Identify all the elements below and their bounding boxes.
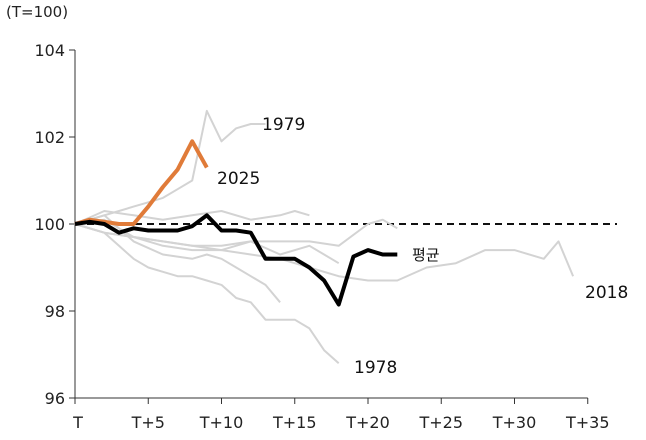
y-tick-label: 96 — [45, 389, 65, 408]
y-tick-label: 100 — [34, 215, 65, 234]
series-label-1979: 1979 — [262, 115, 305, 135]
y-axis-unit-label: (T=100) — [6, 3, 69, 21]
series-label-평균: 평균 — [412, 246, 440, 264]
series-line-1979 — [74, 109, 266, 225]
series-label-2025: 2025 — [217, 169, 260, 189]
series-label-1978: 1978 — [354, 358, 397, 378]
series-lines — [74, 109, 575, 364]
x-tick-label: T+20 — [345, 413, 390, 432]
series-labels: 1979 1978 2018 2025 평균 — [217, 115, 628, 378]
x-tick-label: T+10 — [199, 413, 244, 432]
series-line-past — [74, 210, 310, 225]
series-line-2025 — [74, 139, 209, 226]
x-tick-label: T+5 — [131, 413, 165, 432]
y-tick-label: 98 — [45, 302, 65, 321]
series-line-평균 — [74, 213, 398, 307]
x-tick-label: T+35 — [565, 413, 610, 432]
x-tick-label: T+15 — [272, 413, 317, 432]
x-tick-label: T+30 — [492, 413, 537, 432]
y-tick-label: 104 — [34, 41, 65, 60]
x-tick-label: T+25 — [418, 413, 463, 432]
y-tick-label: 102 — [34, 128, 65, 147]
x-tick-label: T — [72, 413, 83, 432]
series-line-1978 — [74, 223, 340, 364]
series-line-past — [74, 214, 281, 303]
series-label-2018: 2018 — [585, 283, 628, 303]
axes: 104 102 100 98 96 T T+5 T+10 T+15 T+20 T+25 T+30 T+3… — [34, 41, 617, 432]
